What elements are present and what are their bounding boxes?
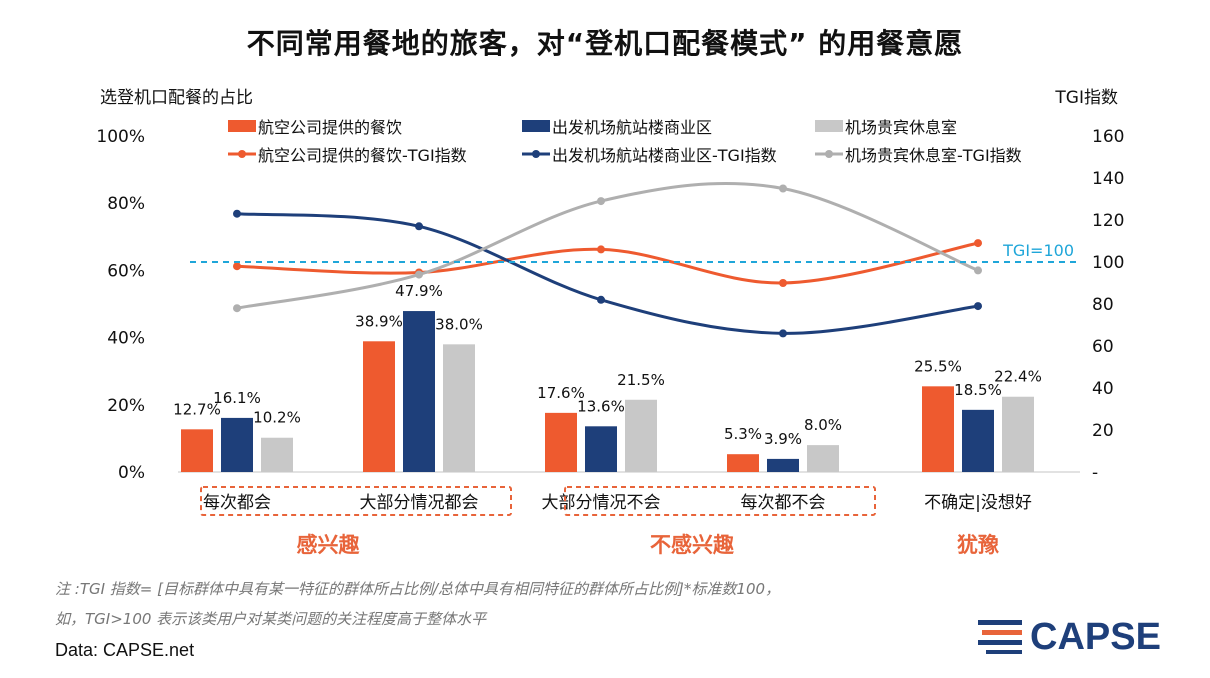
y-tick-right: - xyxy=(1092,463,1098,483)
tgi-point xyxy=(415,222,423,231)
bar-2-4 xyxy=(767,458,799,472)
legend-label: 航空公司提供的餐饮 xyxy=(258,118,402,137)
tgi-point xyxy=(597,295,605,304)
data-label: 21.5% xyxy=(617,371,665,389)
y-tick-left: 40% xyxy=(107,329,145,349)
tgi-point xyxy=(597,197,605,206)
legend-swatch xyxy=(228,120,256,132)
tgi-point xyxy=(233,209,241,218)
bar-1-5 xyxy=(922,386,954,472)
legend-marker xyxy=(825,150,833,158)
group-label: 感兴趣 xyxy=(297,533,361,557)
bar-2-2 xyxy=(403,311,435,472)
bar-2-3 xyxy=(585,426,617,472)
legend-swatch xyxy=(522,120,550,132)
x-category-label: 不确定|没想好 xyxy=(924,493,1032,513)
logo-stripes-icon xyxy=(978,620,1022,654)
y-tick-left: 80% xyxy=(107,194,145,214)
bar-3-1 xyxy=(261,437,293,472)
tgi-point xyxy=(233,262,241,271)
data-label: 38.0% xyxy=(435,315,483,333)
tgi-line-2 xyxy=(236,212,979,335)
bar-3-4 xyxy=(807,445,839,472)
chart-title: 不同常用餐地的旅客，对“登机口配餐模式” 的用餐意愿 xyxy=(246,27,964,60)
bar-1-4 xyxy=(727,454,759,472)
y-tick-left: 60% xyxy=(107,261,145,281)
x-category-label: 大部分情况都会 xyxy=(360,493,479,513)
tgi-reference-label: TGI=100 xyxy=(1002,241,1074,260)
y-tick-right: 80 xyxy=(1092,295,1114,315)
y-tick-right: 160 xyxy=(1092,127,1124,147)
tgi-point xyxy=(597,245,605,254)
data-label: 38.9% xyxy=(355,312,403,330)
bar-2-1 xyxy=(221,417,253,472)
legend-label: 机场贵宾休息室 xyxy=(845,118,957,137)
data-label: 22.4% xyxy=(994,368,1042,386)
y-tick-left: 20% xyxy=(107,396,145,416)
y-tick-left: 100% xyxy=(96,127,145,147)
tgi-point xyxy=(974,239,982,248)
group-label: 犹豫 xyxy=(957,533,999,557)
y-tick-left: 0% xyxy=(118,463,145,483)
tgi-point xyxy=(415,270,423,279)
group-label: 不感兴趣 xyxy=(650,533,735,557)
bar-3-5 xyxy=(1002,396,1034,472)
y-tick-right: 120 xyxy=(1092,211,1124,231)
y-tick-right: 140 xyxy=(1092,169,1124,189)
bar-1-1 xyxy=(181,429,213,472)
data-label: 13.6% xyxy=(577,397,625,415)
data-label: 17.6% xyxy=(537,384,585,402)
capse-logo: CAPSE xyxy=(978,616,1161,656)
y-tick-right: 40 xyxy=(1092,379,1114,399)
data-label: 25.5% xyxy=(914,357,962,375)
legend-label: 出发机场航站楼商业区-TGI指数 xyxy=(552,146,777,165)
data-label: 47.9% xyxy=(395,282,443,300)
tgi-point xyxy=(974,266,982,275)
legend-label: 出发机场航站楼商业区 xyxy=(552,118,712,137)
note-line-2: 如，TGI>100 表示该类用户对某类问题的关注程度高于整体水平 xyxy=(55,610,487,628)
bar-2-5 xyxy=(962,409,994,472)
x-category-label: 每次都不会 xyxy=(741,493,826,513)
y-tick-right: 100 xyxy=(1092,253,1124,273)
data-source: Data: CAPSE.net xyxy=(55,640,195,660)
y-tick-right: 20 xyxy=(1092,421,1114,441)
data-label: 5.3% xyxy=(724,425,762,443)
tgi-point xyxy=(974,302,982,311)
data-label: 12.7% xyxy=(173,400,221,418)
data-label: 18.5% xyxy=(954,381,1002,399)
y-axis-label-left: 选登机口配餐的占比 xyxy=(100,88,253,108)
bar-3-3 xyxy=(625,399,657,472)
legend-swatch xyxy=(815,120,843,132)
legend-marker xyxy=(532,150,540,158)
x-category-label: 每次都会 xyxy=(203,493,271,513)
group-box-2 xyxy=(564,486,876,516)
logo-wordmark: CAPSE xyxy=(1030,616,1161,656)
legend-marker xyxy=(238,150,246,158)
group-box-1 xyxy=(200,486,512,516)
bar-3-2 xyxy=(443,344,475,472)
legend-label: 航空公司提供的餐饮-TGI指数 xyxy=(258,146,467,165)
data-label: 16.1% xyxy=(213,389,261,407)
x-category-label: 大部分情况不会 xyxy=(542,493,661,513)
y-tick-right: 60 xyxy=(1092,337,1114,357)
tgi-point xyxy=(233,304,241,313)
legend-label: 机场贵宾休息室-TGI指数 xyxy=(845,146,1022,165)
bar-1-3 xyxy=(545,412,577,472)
tgi-point xyxy=(779,184,787,193)
tgi-line-3 xyxy=(236,181,979,310)
data-label: 8.0% xyxy=(804,416,842,434)
tgi-point xyxy=(779,329,787,338)
tgi-point xyxy=(779,279,787,287)
note-line-1: 注 :TGI 指数= [目标群体中具有某一特征的群体所占比例/总体中具有相同特征… xyxy=(55,580,781,598)
data-label: 10.2% xyxy=(253,409,301,427)
bar-1-2 xyxy=(363,341,395,472)
tgi-line-1 xyxy=(236,241,979,285)
data-label: 3.9% xyxy=(764,430,802,448)
y-axis-label-right: TGI指数 xyxy=(1054,88,1118,108)
